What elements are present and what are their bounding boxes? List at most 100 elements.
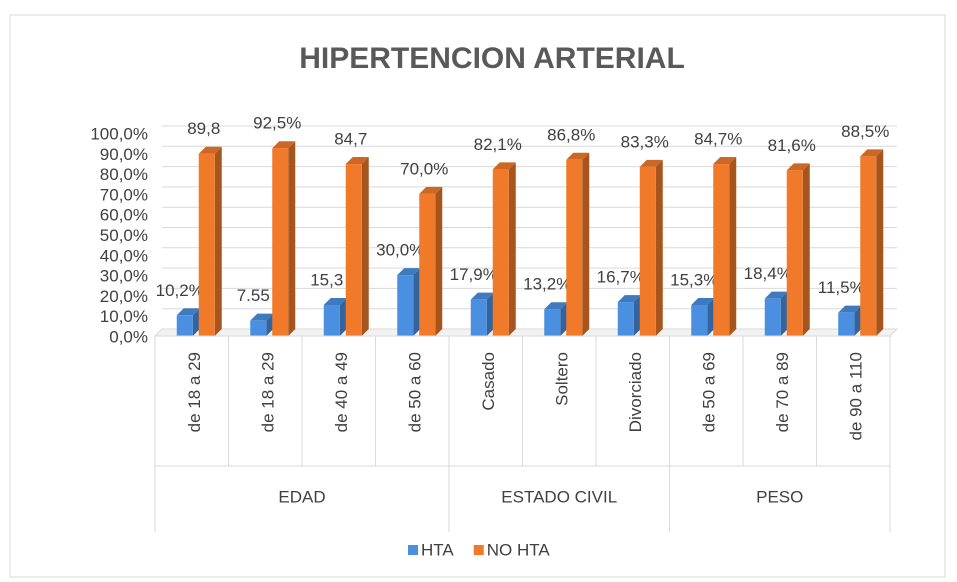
bar-top xyxy=(492,162,516,170)
bar-side xyxy=(729,157,737,336)
bar xyxy=(713,164,730,336)
data-label: 30,0% xyxy=(376,241,424,260)
bar xyxy=(617,302,634,336)
x-tick-label: Divorciado xyxy=(626,352,645,432)
bar-top xyxy=(566,152,590,160)
y-tick-label: 90,0% xyxy=(100,145,148,164)
bar-top xyxy=(198,146,222,154)
bar-side xyxy=(435,186,443,336)
bar-top xyxy=(345,157,369,165)
bar-side xyxy=(192,308,200,336)
bar-side xyxy=(266,313,274,336)
group-label: PESO xyxy=(756,487,803,506)
bar-top xyxy=(617,295,641,303)
data-label: 89,8 xyxy=(187,119,220,138)
group-label: ESTADO CIVIL xyxy=(501,487,617,506)
group-label: EDAD xyxy=(278,487,325,506)
y-tick-label: 10,0% xyxy=(100,307,148,326)
bar xyxy=(544,309,561,336)
y-tick-label: 50,0% xyxy=(100,226,148,245)
bar-side xyxy=(655,159,663,336)
data-label: 84,7% xyxy=(694,130,742,149)
data-label: 10,2% xyxy=(156,281,204,300)
x-tick-label: Casado xyxy=(479,352,498,411)
bar-top xyxy=(397,268,421,276)
bar xyxy=(323,304,340,336)
bar-top xyxy=(786,163,810,171)
y-tick-label: 80,0% xyxy=(100,165,148,184)
bar-top xyxy=(323,297,347,305)
bar-top xyxy=(272,141,296,149)
data-label: 70,0% xyxy=(400,159,448,178)
bar-top xyxy=(176,308,200,316)
bar xyxy=(786,170,803,336)
bar-side xyxy=(361,157,369,336)
data-label: 83,3% xyxy=(621,132,669,151)
bar-side xyxy=(508,162,516,336)
bar xyxy=(397,275,414,336)
bar xyxy=(198,153,215,336)
bar xyxy=(272,148,289,336)
bar-top xyxy=(713,157,737,165)
bar xyxy=(639,166,656,336)
bar xyxy=(860,156,877,336)
data-label: 17,9% xyxy=(450,265,498,284)
data-label: 15,3 xyxy=(310,270,343,289)
bar-top xyxy=(838,305,862,313)
data-label: 13,2% xyxy=(523,275,571,294)
bar-side xyxy=(288,141,296,336)
chart-title: HIPERTENCION ARTERIAL xyxy=(299,42,685,75)
legend-label: NO HTA xyxy=(487,540,551,559)
data-label: 84,7 xyxy=(334,130,367,149)
data-label: 82,1% xyxy=(474,135,522,154)
bar-side xyxy=(339,297,347,336)
data-label: 16,7% xyxy=(597,268,645,287)
x-tick-label: de 18 a 29 xyxy=(185,352,204,432)
bar-side xyxy=(413,268,421,336)
x-tick-label: de 70 a 89 xyxy=(773,352,792,432)
bar xyxy=(566,159,583,336)
bar-side xyxy=(582,152,590,336)
data-label: 7.55 xyxy=(237,286,270,305)
legend-label: HTA xyxy=(421,540,454,559)
bar-top xyxy=(419,186,443,194)
bar xyxy=(838,312,855,336)
bar-side xyxy=(854,305,862,336)
data-label: 86,8% xyxy=(547,125,595,144)
bar-side xyxy=(560,302,568,336)
bar xyxy=(492,169,509,336)
bar-top xyxy=(544,302,568,310)
data-label: 92,5% xyxy=(253,114,301,133)
bar-top xyxy=(639,159,663,167)
x-tick-label: de 40 a 49 xyxy=(332,352,351,432)
bar xyxy=(764,298,781,336)
bar-side xyxy=(876,149,884,336)
bar-side xyxy=(633,295,641,336)
x-tick-label: de 50 a 60 xyxy=(406,352,425,432)
data-label: 11,5% xyxy=(818,278,865,297)
y-tick-label: 20,0% xyxy=(100,287,148,306)
x-tick-label: de 18 a 29 xyxy=(259,352,278,432)
data-label: 88,5% xyxy=(841,122,889,141)
legend-swatch xyxy=(473,545,484,555)
bar-top xyxy=(860,149,884,157)
data-label: 15,3% xyxy=(670,270,718,289)
bar-side xyxy=(486,292,494,336)
bar-side xyxy=(707,297,715,336)
y-tick-label: 60,0% xyxy=(100,206,148,225)
bar-side xyxy=(780,291,788,336)
bar xyxy=(691,304,708,336)
y-tick-label: 30,0% xyxy=(100,267,148,286)
x-tick-label: de 50 a 69 xyxy=(700,352,719,432)
y-tick-label: 0,0% xyxy=(109,327,148,346)
data-label: 18,4% xyxy=(744,264,792,283)
bar-side xyxy=(214,146,222,336)
y-tick-label: 100,0% xyxy=(90,124,148,143)
bar-top xyxy=(250,313,274,321)
bar-top xyxy=(691,297,715,305)
data-label: 81,6% xyxy=(768,136,816,155)
bar-top xyxy=(470,292,494,300)
x-tick-label: de 90 a 110 xyxy=(847,352,866,441)
x-tick-label: Soltero xyxy=(553,352,572,406)
